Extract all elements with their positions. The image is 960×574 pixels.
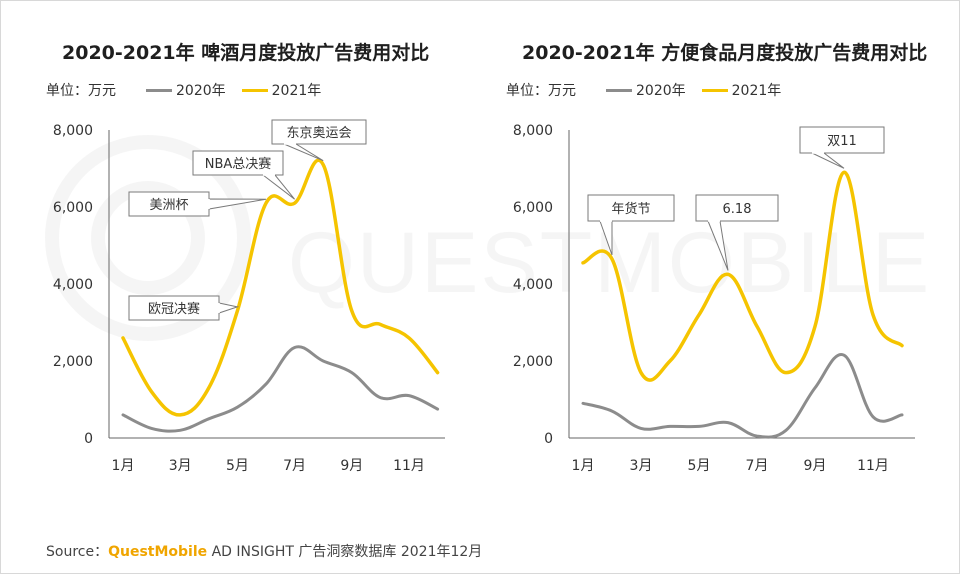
legend-label-2020: 2020年 — [176, 83, 226, 99]
chart-food: 0 2,000 4,000 6,000 8,000 1月 3月 5月 7月 9月 11月 年货节 6.1… — [513, 123, 915, 474]
annotation-pointer — [208, 198, 267, 210]
x-tick-label: 11月 — [393, 458, 425, 474]
chart-beer: 0 2,000 4,000 6,000 8,000 1月 3月 5月 7月 9月 11月 东京奥运会 N… — [53, 119, 445, 474]
annotation-callout: 美洲杯 — [128, 191, 267, 217]
legend-swatch-2020 — [606, 88, 632, 92]
annotation-label: 年货节 — [611, 201, 650, 217]
y-tick-label: 8,000 — [53, 123, 93, 139]
annotation-box — [587, 194, 675, 222]
chart-title-food: 2020-2021年 方便食品月度投放广告费用对比 — [522, 42, 928, 64]
annotation-label: 欧冠决赛 — [148, 301, 200, 317]
legend-label-2021: 2021年 — [731, 83, 782, 99]
y-tick-label: 0 — [84, 431, 93, 447]
annotation-box — [128, 191, 210, 217]
annotation-pointer — [707, 220, 729, 271]
x-tick-label: 3月 — [630, 458, 653, 474]
series-line-2020 — [581, 353, 904, 439]
legend-swatch-2021 — [241, 88, 268, 92]
annotation-callout: 双11 — [799, 126, 885, 169]
legend-item-2020: 2020年 — [606, 80, 686, 100]
annotation-pointer — [811, 152, 845, 169]
y-tick-label: 4,000 — [53, 277, 93, 293]
annotation-callout: NBA总决赛 — [192, 150, 295, 200]
series-line-2020 — [121, 345, 440, 433]
chart-title-beer: 2020-2021年 啤酒月度投放广告费用对比 — [62, 42, 430, 64]
x-tick-label: 7月 — [283, 458, 306, 474]
x-tick-label: 3月 — [169, 458, 192, 474]
annotation-callout: 6.18 — [695, 194, 779, 271]
annotation-label: 6.18 — [723, 202, 752, 217]
annotation-callout: 东京奥运会 — [271, 119, 367, 162]
annotation-callout: 欧冠决赛 — [128, 295, 240, 321]
annotation-box — [799, 126, 885, 154]
x-tick-label: 9月 — [804, 458, 827, 474]
y-tick-label: 2,000 — [53, 354, 93, 370]
y-tick-label: 0 — [544, 431, 553, 447]
legend-beer: 单位：万元 2020年 2021年 — [46, 80, 337, 100]
x-tick-label: 7月 — [746, 458, 769, 474]
y-tick-label: 6,000 — [53, 200, 93, 216]
y-tick-label: 8,000 — [513, 123, 553, 139]
x-tick-label: 5月 — [688, 458, 711, 474]
legend-swatch-2021 — [701, 88, 728, 92]
annotation-box — [271, 119, 367, 145]
footer-brand: QuestMobile — [108, 544, 208, 560]
annotation-label: NBA总决赛 — [205, 156, 272, 172]
annotation-callout: 年货节 — [587, 194, 675, 256]
legend-item-2021: 2021年 — [701, 80, 782, 100]
footer-prefix: Source： — [46, 544, 109, 560]
legend-swatch-2020 — [146, 88, 172, 92]
annotation-label: 美洲杯 — [149, 198, 188, 213]
annotation-box — [695, 194, 779, 222]
unit-label: 单位：万元 — [506, 83, 576, 99]
legend-item-2021: 2021年 — [241, 80, 322, 100]
series-line-2021 — [121, 158, 440, 417]
source-footer: Source：QuestMobile AD INSIGHT 广告洞察数据库 20… — [46, 541, 482, 561]
y-tick-label: 2,000 — [513, 354, 553, 370]
legend-label-2021: 2021年 — [271, 83, 322, 99]
footer-rest: AD INSIGHT 广告洞察数据库 2021年12月 — [207, 544, 483, 560]
annotation-box — [192, 150, 284, 176]
x-tick-label: 11月 — [857, 458, 889, 474]
x-tick-label: 5月 — [226, 458, 249, 474]
annotation-label: 东京奥运会 — [286, 126, 351, 141]
annotation-pointer — [218, 302, 240, 314]
x-tick-label: 1月 — [112, 458, 135, 474]
legend-food: 单位：万元 2020年 2021年 — [506, 80, 797, 100]
annotation-pointer — [283, 143, 324, 162]
annotation-label: 双11 — [827, 134, 857, 149]
x-tick-label: 9月 — [340, 458, 363, 474]
x-tick-label: 1月 — [572, 458, 595, 474]
legend-label-2020: 2020年 — [636, 83, 686, 99]
legend-item-2020: 2020年 — [146, 80, 226, 100]
y-tick-label: 4,000 — [513, 277, 553, 293]
unit-label: 单位：万元 — [46, 83, 116, 99]
annotation-box — [128, 295, 220, 321]
series-line-2021 — [581, 170, 904, 382]
y-tick-label: 6,000 — [513, 200, 553, 216]
